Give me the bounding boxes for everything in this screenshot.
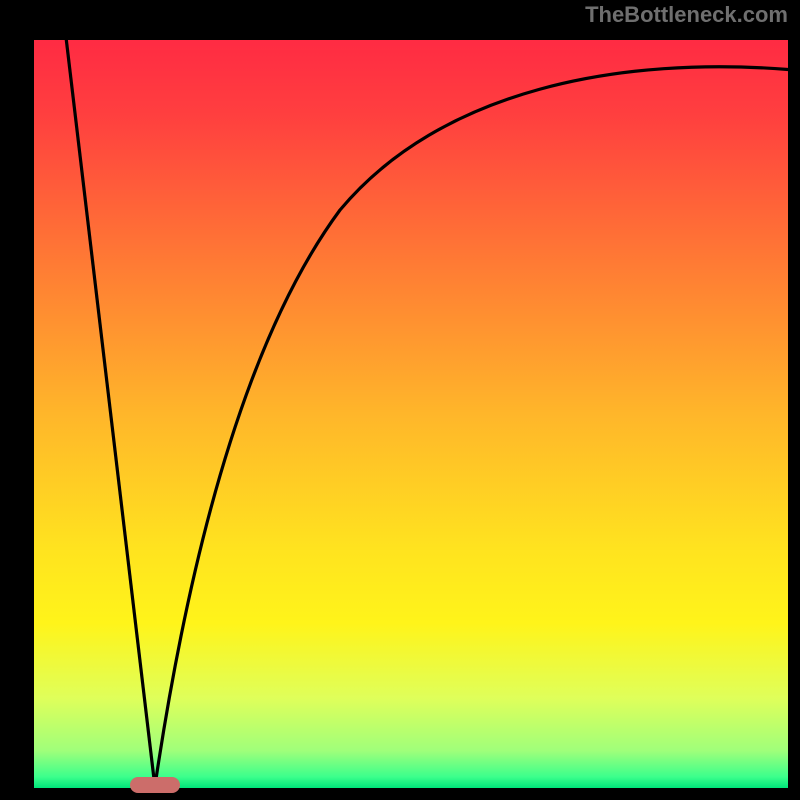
bottleneck-marker [130, 777, 180, 793]
chart-container: TheBottleneck.com [0, 0, 800, 800]
watermark-text: TheBottleneck.com [585, 2, 788, 27]
plot-area-gradient [34, 40, 788, 788]
bottleneck-chart: TheBottleneck.com [0, 0, 800, 800]
